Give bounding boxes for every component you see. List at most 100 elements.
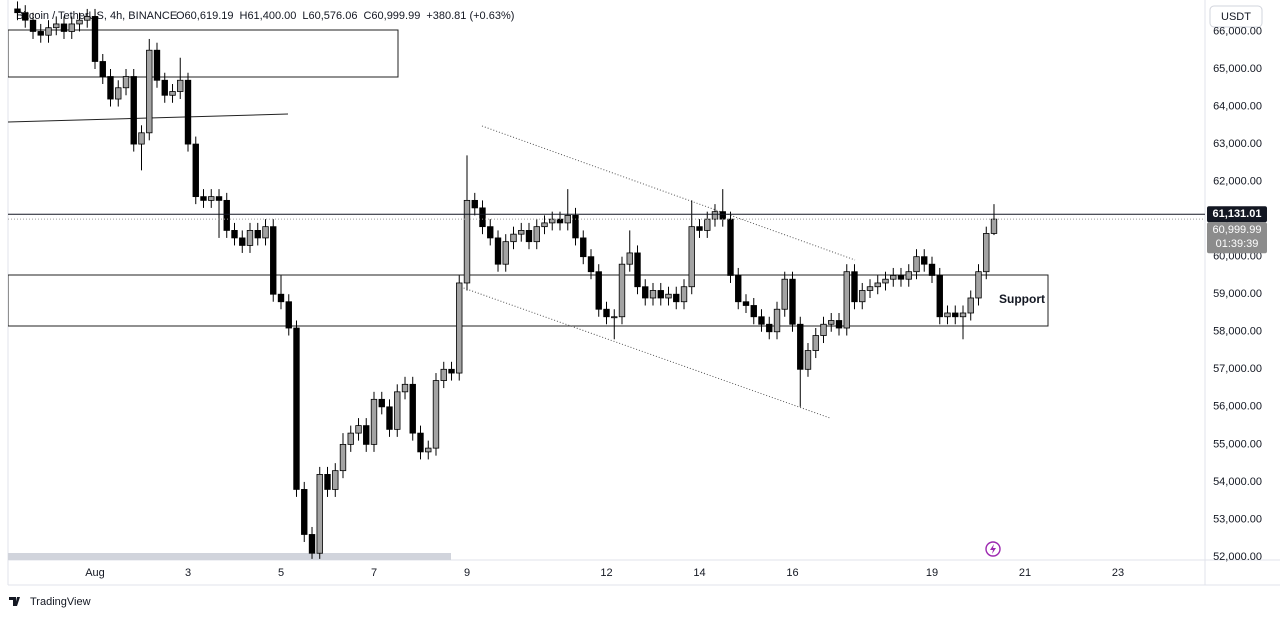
candle-body xyxy=(549,218,556,224)
y-tick-label: 57,000.00 xyxy=(1213,363,1262,375)
candle-body xyxy=(897,275,905,280)
candle-body xyxy=(115,87,122,100)
candle-body xyxy=(719,211,726,220)
candle-body xyxy=(866,286,874,291)
candle-body xyxy=(192,143,199,198)
candle-body xyxy=(425,447,432,453)
alert-icon[interactable] xyxy=(985,541,1001,557)
ohlc-value: C60,999.99 xyxy=(363,10,420,22)
candle-body xyxy=(804,350,812,370)
ohlc-value: H61,400.00 xyxy=(240,10,297,22)
candle-body xyxy=(169,91,176,96)
candle-body xyxy=(301,489,308,535)
candle-body xyxy=(122,76,130,89)
candle-body xyxy=(60,23,68,32)
candle-body xyxy=(727,218,734,276)
candle-body xyxy=(874,282,881,288)
candle-body xyxy=(913,256,920,273)
candle-body xyxy=(510,233,517,243)
candle-body xyxy=(76,19,83,25)
candle-body xyxy=(649,290,657,299)
candle-body xyxy=(324,474,331,490)
candle-body xyxy=(711,211,719,220)
candle-body xyxy=(246,230,254,246)
candle-body xyxy=(37,31,44,36)
candle-body xyxy=(928,263,936,276)
candle-body xyxy=(975,271,982,299)
candle-body xyxy=(394,391,401,430)
y-tick-label: 65,000.00 xyxy=(1213,63,1262,75)
candle-body xyxy=(479,207,486,228)
candle-body xyxy=(952,312,959,318)
y-tick-label: 56,000.00 xyxy=(1213,401,1262,413)
currency-button[interactable] xyxy=(1209,5,1263,28)
x-tick-label: 21 xyxy=(1019,567,1031,579)
alert-circle[interactable] xyxy=(985,541,1001,557)
x-tick-label: 12 xyxy=(600,567,612,579)
candle-body xyxy=(270,226,277,295)
candle-body xyxy=(773,308,781,333)
candle-body xyxy=(518,230,525,235)
candle-body xyxy=(14,8,21,14)
candle-body xyxy=(138,132,145,145)
y-tick-label: 52,000.00 xyxy=(1213,551,1262,563)
candle-body xyxy=(215,196,223,201)
candle-body xyxy=(835,320,843,329)
candle-body xyxy=(936,275,943,318)
candle-body xyxy=(696,226,703,231)
candle-body xyxy=(820,323,827,336)
candle-body xyxy=(208,196,215,201)
candle-body xyxy=(944,312,951,318)
candle-body xyxy=(53,23,60,29)
candle-body xyxy=(316,474,323,554)
candle-body xyxy=(580,237,587,258)
zone-rectangle xyxy=(8,29,399,78)
candle-body xyxy=(440,368,447,381)
last-price-label: 60,999.99 xyxy=(1213,224,1262,236)
candle-body xyxy=(556,218,564,224)
last-price-tag xyxy=(1207,222,1267,254)
candle-body xyxy=(184,79,192,145)
candle-body xyxy=(417,432,424,453)
candle-body xyxy=(882,278,889,284)
y-tick-label: 59,000.00 xyxy=(1213,288,1262,300)
candle-body xyxy=(332,470,339,490)
candle-body xyxy=(541,222,548,228)
x-tick-label: 3 xyxy=(185,567,191,579)
price-level-tag xyxy=(1207,206,1267,223)
candle-body xyxy=(665,293,672,299)
y-tick-label: 63,000.00 xyxy=(1213,138,1262,150)
candle-body xyxy=(750,305,757,318)
candle-body xyxy=(223,199,230,231)
candle-body xyxy=(797,323,804,370)
candle-body xyxy=(409,383,416,434)
candle-body xyxy=(370,398,378,445)
channel-line xyxy=(481,125,856,261)
candle-body xyxy=(959,312,967,318)
x-tick-label: 5 xyxy=(278,567,284,579)
candle-body xyxy=(84,16,91,21)
candle-body xyxy=(432,380,440,449)
alert-bolt[interactable] xyxy=(990,544,996,554)
candle-body xyxy=(107,76,114,100)
candle-body xyxy=(494,237,502,265)
candles xyxy=(14,1,998,559)
x-tick-label: 9 xyxy=(464,567,470,579)
candle-body xyxy=(533,226,540,243)
candle-body xyxy=(688,226,695,288)
candle-body xyxy=(905,271,912,280)
x-tick-label: 14 xyxy=(693,567,705,579)
price-level-label: 61,131.01 xyxy=(1213,208,1262,220)
candle-body xyxy=(177,79,184,92)
brand-icon xyxy=(9,597,20,606)
x-tick-label: 7 xyxy=(371,567,377,579)
support-zone xyxy=(8,274,1049,327)
ohlc-value: L60,576.06 xyxy=(302,10,357,22)
currency-label[interactable]: USDT xyxy=(1221,11,1251,23)
candle-body xyxy=(735,275,742,303)
candle-body xyxy=(990,218,998,234)
candle-body xyxy=(277,293,285,303)
x-tick-label: 16 xyxy=(786,567,798,579)
